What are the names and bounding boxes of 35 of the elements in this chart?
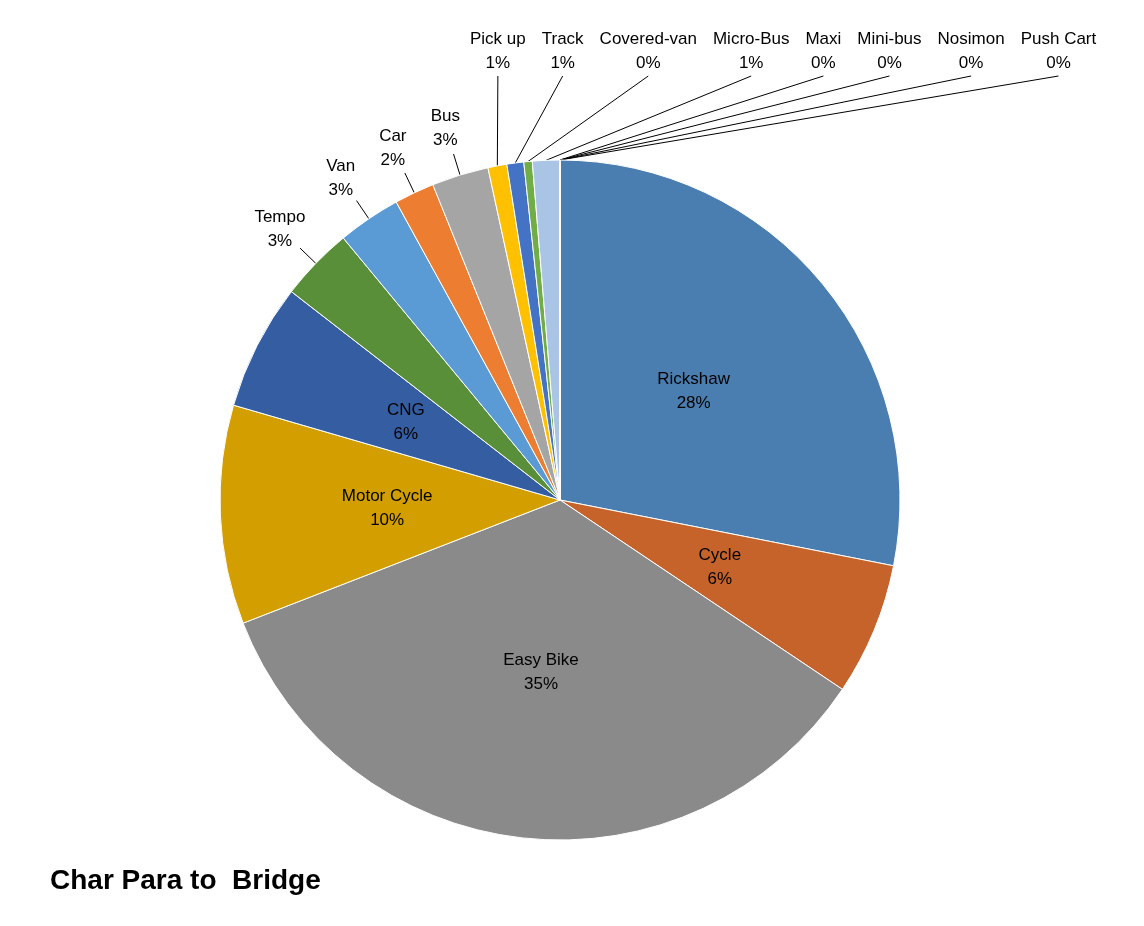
slice-label: Bus [430,105,460,125]
data-label: 0% [635,52,661,72]
data-label: 3% [328,179,354,199]
data-label: 10% [370,510,405,530]
data-label: 3% [267,231,293,251]
data-label: 6% [393,423,419,443]
category-label: Mini-bus [857,28,922,48]
slice-label: Rickshaw [657,368,731,388]
data-label: 1% [485,52,511,72]
text: 0% [1046,52,1071,72]
slice-label: Track [541,28,585,48]
data-label: 1% [738,52,764,72]
slice-label: Cycle [698,544,742,564]
text: 0% [877,52,902,72]
category-label: Maxi [805,28,842,48]
slice-label: Motor Cycle [341,486,433,506]
slice-label: Covered-van [599,28,697,48]
slice-label: Easy Bike [503,650,579,670]
data-label: 6% [707,568,733,588]
slice-label: Van [326,155,356,175]
slice-label: CNG [386,399,425,419]
slice-label: Micro-Bus [712,28,790,48]
slice-label: Tempo [254,207,306,227]
slice-label: Pick up [470,28,526,48]
data-label: 35% [524,674,559,694]
text: 0% [958,52,984,72]
data-label: 28% [676,392,711,412]
category-label: Push Cart [1020,28,1097,48]
data-label: 1% [550,52,575,72]
data-label: 2% [380,150,406,170]
text: 0% [811,52,836,72]
data-label: 3% [433,129,458,149]
slice-label: Car [379,126,407,146]
category-label: Nosimon [937,28,1005,48]
text: Char Para to Bridge [50,863,321,895]
